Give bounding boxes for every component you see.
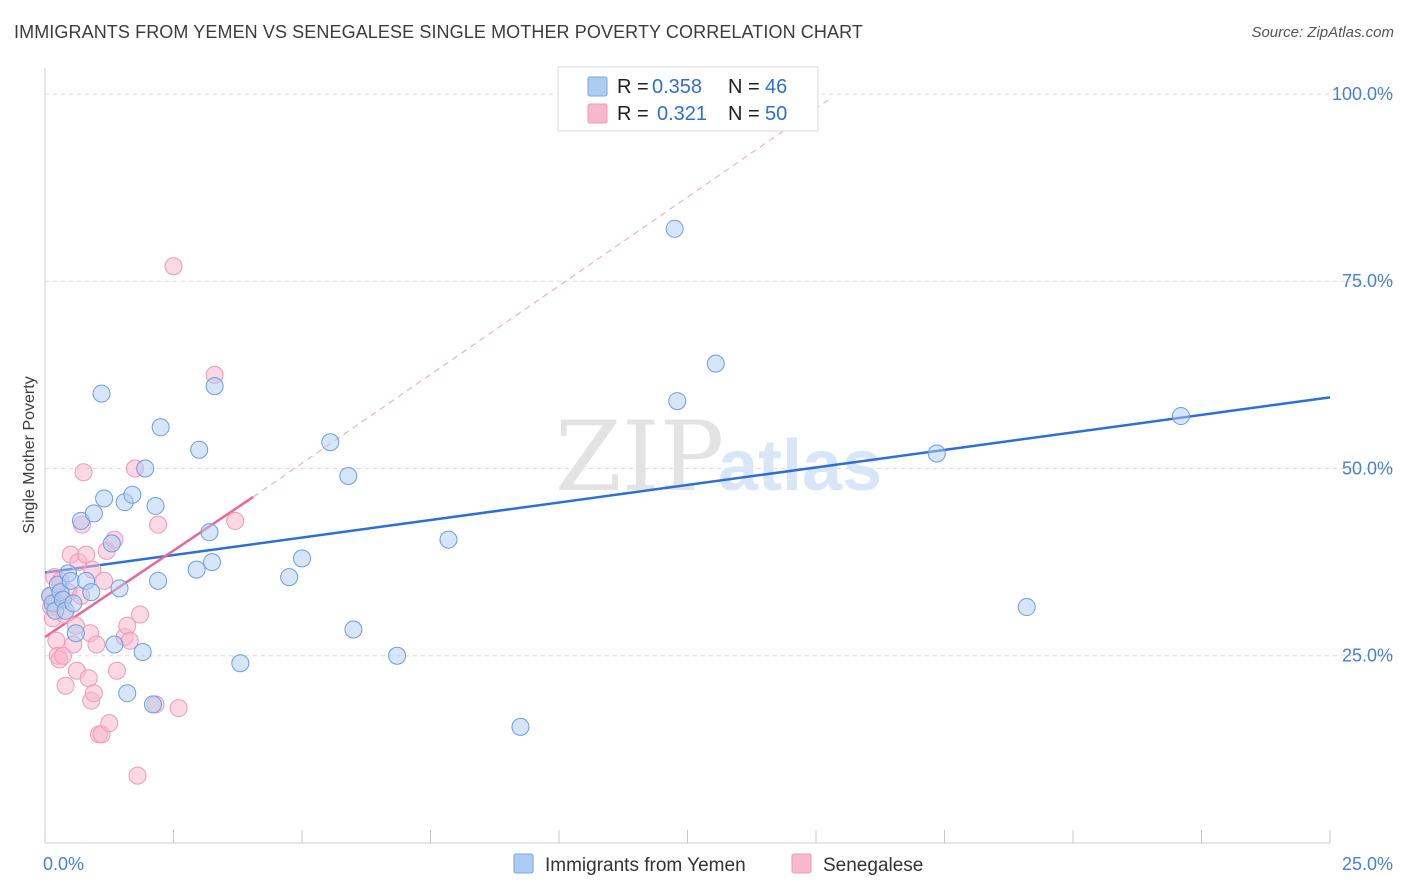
trend-lines	[44, 97, 1331, 639]
tick-labels: 25.0% 50.0% 75.0% 100.0% 0.0% 25.0%	[43, 84, 1393, 874]
point-yemen	[133, 643, 152, 661]
point-senegalese	[56, 676, 75, 695]
watermark: ZIP atlas	[555, 401, 882, 513]
point-yemen	[123, 485, 142, 504]
point-yemen	[665, 219, 684, 238]
bottom-legend-label-senegalese: Senegalese	[823, 855, 923, 876]
point-yemen	[388, 646, 407, 665]
legend-swatch-pink	[587, 103, 608, 124]
point-yemen	[668, 392, 687, 411]
point-senegalese	[149, 515, 168, 534]
point-senegalese	[95, 571, 114, 590]
point-yemen	[146, 496, 165, 515]
point-yemen	[105, 635, 124, 654]
legend-box: R = 0.358 N = 46 R = 0.321 N = 50	[557, 66, 819, 132]
legend-r-value-1: 0.358	[652, 76, 702, 98]
point-senegalese	[131, 605, 150, 624]
bottom-legend-swatch-yemen	[513, 853, 534, 874]
point-senegalese	[107, 661, 126, 680]
x-tick-label: 25.0%	[1342, 854, 1393, 874]
point-yemen	[200, 523, 219, 542]
point-senegalese	[74, 463, 93, 482]
point-yemen	[95, 489, 114, 508]
point-yemen	[92, 384, 111, 403]
trend-line-yemen	[44, 396, 1331, 574]
point-senegalese	[128, 766, 147, 785]
y-tick-label: 50.0%	[1342, 458, 1393, 478]
point-yemen	[339, 466, 358, 485]
point-yemen	[321, 433, 340, 452]
point-yemen	[439, 530, 458, 549]
legend-r-value-2: 0.321	[657, 103, 707, 125]
point-yemen	[82, 583, 101, 602]
legend-n-value-1: 46	[765, 76, 787, 98]
bottom-legend-label-yemen: Immigrants from Yemen	[545, 855, 746, 876]
y-tick-label: 100.0%	[1332, 84, 1393, 104]
y-tick-label: 25.0%	[1342, 646, 1393, 666]
point-yemen	[84, 504, 103, 523]
point-yemen	[110, 579, 129, 598]
gridlines	[45, 93, 1393, 657]
point-yemen	[344, 620, 363, 639]
point-yemen	[143, 695, 162, 714]
point-senegalese	[226, 511, 245, 530]
point-yemen	[102, 534, 121, 553]
y-tick-label: 75.0%	[1342, 271, 1393, 291]
bottom-legend-swatch-senegalese	[791, 853, 812, 874]
legend-r-label-2: R =	[617, 103, 649, 125]
point-yemen	[280, 568, 299, 587]
chart-title: IMMIGRANTS FROM YEMEN VS SENEGALESE SING…	[14, 22, 863, 42]
x-tick-label: 0.0%	[43, 854, 84, 874]
point-yemen	[136, 459, 155, 478]
legend-n-label-2: N =	[728, 103, 760, 125]
point-yemen	[293, 549, 311, 568]
point-yemen	[149, 571, 168, 590]
trend-line-senegalese-extension	[252, 97, 832, 498]
point-senegalese	[79, 669, 98, 688]
point-yemen	[231, 654, 250, 673]
point-yemen	[203, 553, 222, 572]
point-yemen	[190, 440, 209, 459]
point-senegalese	[53, 646, 72, 665]
point-yemen	[927, 444, 946, 463]
legend-n-value-2: 50	[765, 103, 787, 125]
point-yemen	[61, 571, 80, 590]
point-yemen	[205, 377, 224, 396]
point-senegalese	[77, 545, 96, 564]
legend-r-label-1: R =	[617, 76, 649, 98]
point-yemen	[66, 624, 85, 643]
point-yemen	[151, 418, 170, 437]
data-points	[41, 219, 1190, 785]
point-yemen	[511, 717, 530, 736]
point-yemen	[1171, 407, 1190, 426]
point-senegalese	[84, 684, 103, 703]
point-senegalese	[47, 631, 66, 650]
watermark-zip: ZIP	[555, 401, 724, 513]
point-yemen	[187, 560, 206, 579]
point-yemen	[118, 684, 137, 703]
trend-line-senegalese	[44, 495, 254, 639]
chart-source: Source: ZipAtlas.com	[1251, 24, 1394, 41]
legend-n-label-1: N =	[728, 76, 760, 98]
point-yemen	[64, 594, 83, 613]
point-yemen	[1017, 598, 1036, 617]
legend-swatch-blue	[587, 76, 608, 97]
point-senegalese	[100, 714, 119, 733]
point-senegalese	[169, 699, 188, 718]
point-yemen	[706, 354, 725, 373]
axes	[44, 68, 1331, 844]
watermark-atlas: atlas	[718, 426, 882, 506]
bottom-legend: Immigrants from Yemen Senegalese	[513, 853, 923, 876]
point-senegalese	[164, 257, 183, 276]
point-senegalese	[87, 635, 106, 654]
y-axis-label: Single Mother Poverty	[21, 376, 38, 533]
